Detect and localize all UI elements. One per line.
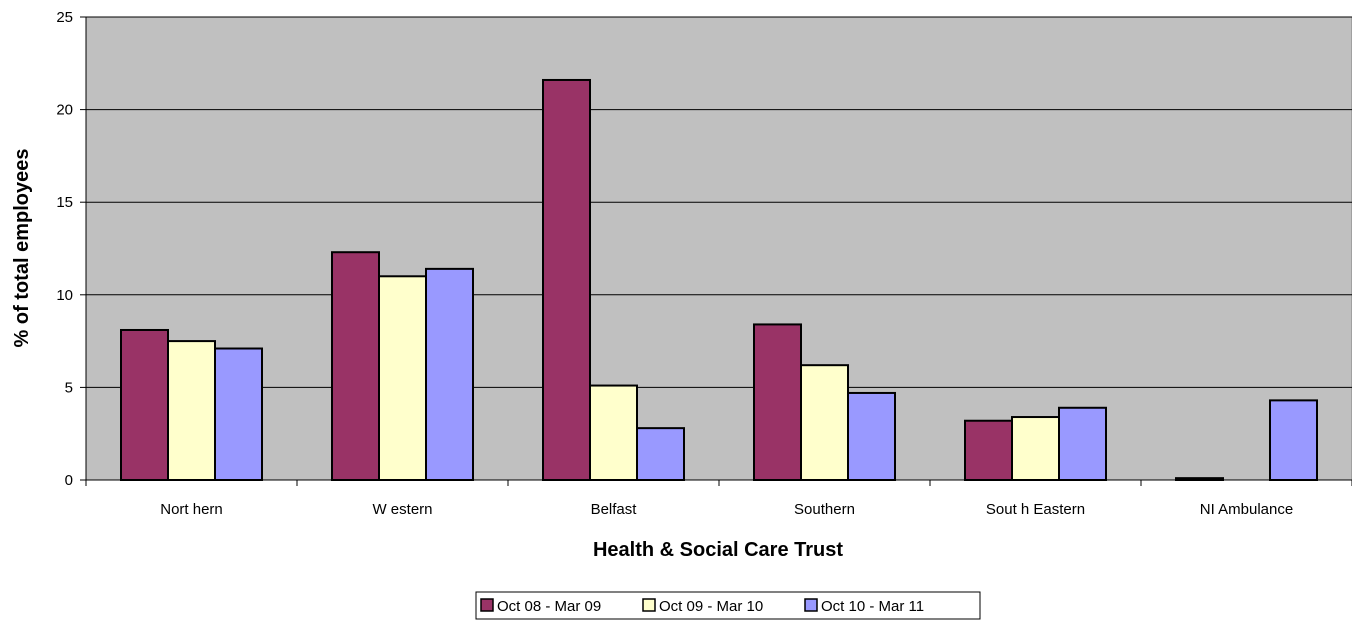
bar-southern-series-1 bbox=[753, 323, 802, 481]
bar-northern-series-3 bbox=[214, 347, 263, 481]
bar-south-eastern-series-1 bbox=[964, 419, 1013, 481]
x-tick-label: NI Ambulance bbox=[1200, 501, 1293, 518]
x-tick-label: Sout h Eastern bbox=[986, 501, 1085, 518]
plot-area bbox=[85, 16, 1352, 481]
y-tick-label: 0 bbox=[65, 472, 73, 489]
bar-northern-series-1 bbox=[120, 328, 169, 481]
y-tick-label: 10 bbox=[56, 287, 73, 304]
y-tick-label: 20 bbox=[56, 102, 73, 119]
bar-western-series-1 bbox=[331, 251, 380, 481]
bar-belfast-series-1 bbox=[542, 78, 591, 482]
x-tick-label: Southern bbox=[794, 501, 855, 518]
y-tick-label: 5 bbox=[65, 379, 73, 396]
bar-northern-series-2 bbox=[167, 340, 216, 481]
bar-south-eastern-series-3 bbox=[1058, 406, 1107, 481]
bar-south-eastern-series-2 bbox=[1011, 416, 1060, 482]
gridlines bbox=[86, 16, 1352, 388]
legend-label: Oct 09 - Mar 10 bbox=[659, 598, 763, 615]
x-axis-title: Health & Social Care Trust bbox=[593, 539, 843, 561]
bar-western-series-3 bbox=[425, 267, 474, 482]
x-tick-label: W estern bbox=[372, 501, 432, 518]
bar-western-series-2 bbox=[378, 275, 427, 481]
legend-swatch bbox=[480, 598, 494, 612]
bar-southern-series-2 bbox=[800, 364, 849, 481]
y-tick-label: 25 bbox=[56, 9, 73, 26]
y-axis: 0 5 10 15 20 25 bbox=[56, 9, 87, 489]
legend-swatch bbox=[804, 598, 818, 612]
bar-belfast-series-2 bbox=[589, 384, 638, 482]
legend-box bbox=[475, 591, 981, 620]
bar-southern-series-3 bbox=[847, 391, 896, 481]
bar-belfast-series-3 bbox=[636, 427, 685, 482]
x-axis: Nort hern W estern Belfast Southern Sout h E… bbox=[85, 479, 1352, 518]
bar-ni-ambulance-series-3 bbox=[1269, 399, 1318, 482]
x-tick-label: Belfast bbox=[591, 501, 638, 518]
x-tick-label: Nort hern bbox=[160, 501, 223, 518]
legend-label: Oct 10 - Mar 11 bbox=[821, 598, 924, 615]
legend-swatch bbox=[642, 598, 656, 612]
legend-label: Oct 08 - Mar 09 bbox=[497, 598, 601, 615]
bars bbox=[120, 78, 1318, 482]
legend: Oct 08 - Mar 09 Oct 09 - Mar 10 Oct 10 - M… bbox=[475, 591, 981, 620]
y-tick-label: 15 bbox=[56, 194, 73, 211]
y-axis-title: % of total employees bbox=[11, 149, 33, 348]
